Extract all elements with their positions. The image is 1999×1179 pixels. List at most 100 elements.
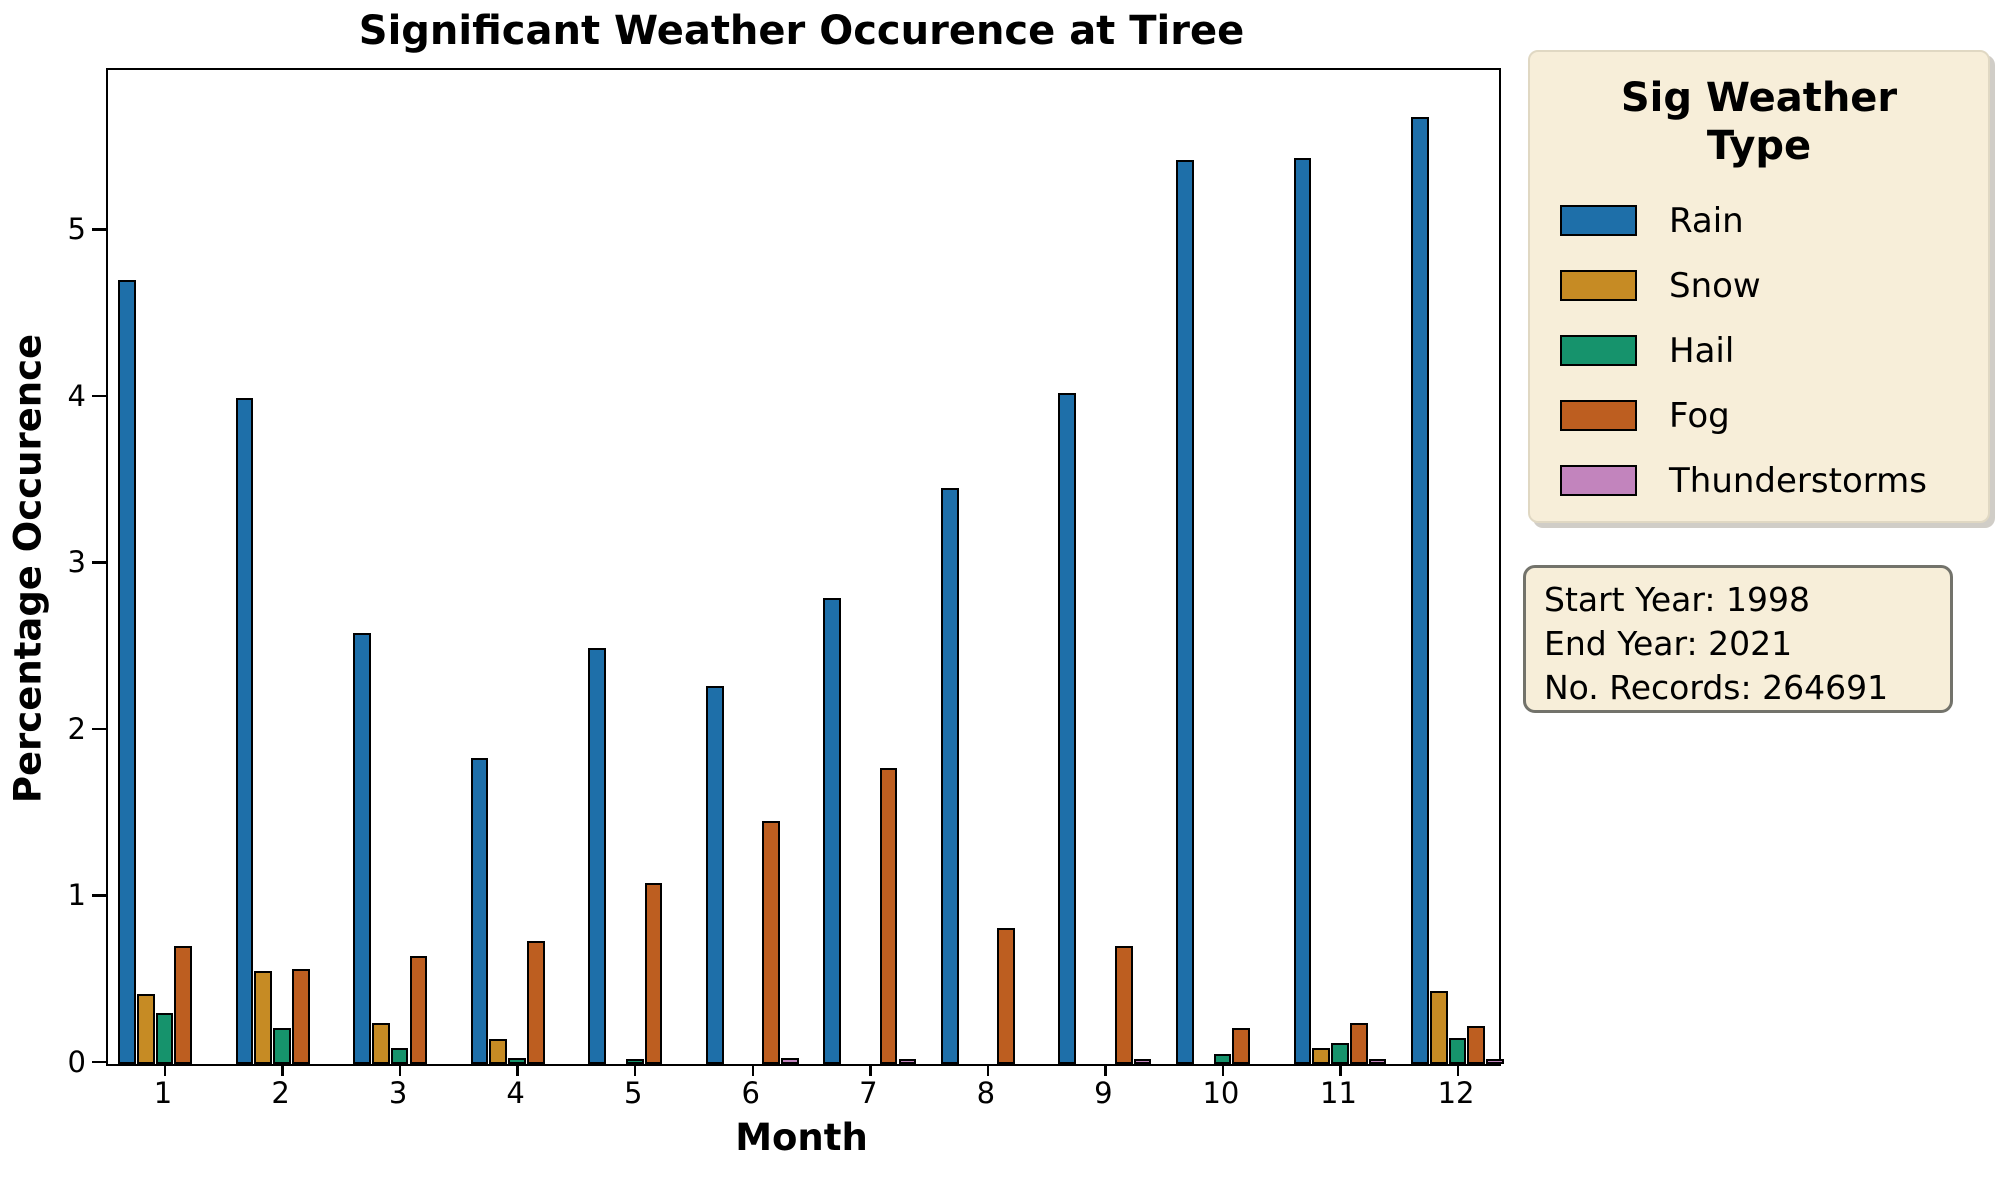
x-tick-9: [1104, 1064, 1107, 1076]
y-tick-label-0: 0: [67, 1044, 86, 1079]
y-tick-3: [92, 561, 106, 564]
x-tick-label-5: 5: [623, 1076, 643, 1110]
x-tick-label-2: 2: [271, 1076, 290, 1110]
y-tick-label-5: 5: [67, 212, 86, 246]
x-tick-2: [281, 1064, 284, 1076]
legend-label-hail: Hail: [1669, 330, 1735, 371]
legend-item-rain: Rain: [1530, 188, 1988, 253]
legend-item-thunderstorms: Thunderstorms: [1530, 448, 1988, 513]
x-tick-label-4: 4: [506, 1076, 525, 1110]
x-tick-5: [633, 1064, 637, 1076]
x-tick-label-12: 12: [1437, 1076, 1475, 1110]
bar-rain-6: [705, 686, 724, 1064]
bar-rain-3: [353, 632, 371, 1064]
legend-swatch-thunderstorms: [1560, 465, 1637, 496]
x-tick-1: [163, 1064, 167, 1076]
x-tick-8: [986, 1064, 990, 1076]
bar-fog-9: [1114, 945, 1133, 1064]
bar-hail-12: [1448, 1037, 1467, 1064]
bar-fog-5: [644, 882, 663, 1064]
x-tick-4: [516, 1064, 519, 1076]
x-tick-11: [1339, 1064, 1342, 1076]
y-tick-0: [92, 1060, 106, 1064]
bar-fog-7: [879, 767, 898, 1064]
bar-thunderstorms-12: [1486, 1058, 1505, 1064]
legend-item-fog: Fog: [1530, 383, 1988, 448]
bar-thunderstorms-7: [898, 1058, 917, 1064]
bar-hail-3: [390, 1047, 409, 1064]
chart-title: Significant Weather Occurence at Tiree: [358, 8, 1245, 54]
x-tick-label-11: 11: [1320, 1076, 1357, 1110]
bar-rain-7: [823, 597, 842, 1064]
x-tick-label-10: 10: [1202, 1076, 1240, 1110]
legend-label-fog: Fog: [1669, 395, 1730, 436]
legend-label-thunderstorms: Thunderstorms: [1669, 460, 1927, 501]
legend-swatch-fog: [1560, 400, 1637, 431]
x-axis-label: Month: [735, 1116, 868, 1159]
y-tick-2: [92, 727, 106, 731]
y-tick-label-3: 3: [67, 545, 86, 579]
x-tick-7: [869, 1064, 872, 1076]
bar-fog-1: [174, 945, 193, 1064]
bar-hail-4: [508, 1057, 527, 1064]
bar-hail-2: [273, 1027, 291, 1064]
bar-fog-3: [409, 955, 428, 1064]
x-tick-10: [1221, 1064, 1225, 1076]
bar-rain-5: [588, 647, 606, 1064]
y-tick-5: [92, 228, 106, 231]
legend-swatch-rain: [1560, 205, 1637, 236]
bar-snow-4: [489, 1039, 508, 1064]
info-num-records: No. Records: 264691: [1544, 668, 1889, 707]
bar-rain-10: [1175, 160, 1194, 1064]
bar-snow-2: [254, 970, 273, 1064]
legend-items: Rain Snow Hail Fog Thunderstorms: [1530, 188, 1988, 513]
bar-rain-12: [1411, 116, 1429, 1064]
x-tick-label-7: 7: [859, 1076, 878, 1110]
bar-rain-4: [470, 757, 489, 1064]
y-tick-label-4: 4: [67, 378, 86, 413]
bar-fog-4: [527, 940, 545, 1064]
x-tick-label-6: 6: [741, 1076, 760, 1110]
y-tick-4: [92, 394, 106, 398]
x-tick-6: [751, 1064, 754, 1076]
x-tick-label-1: 1: [153, 1076, 173, 1110]
bar-hail-1: [155, 1012, 174, 1064]
info-box: Start Year: 1998 End Year: 2021 No. Reco…: [1523, 565, 1953, 713]
x-tick-label-3: 3: [388, 1076, 408, 1110]
y-tick-1: [92, 894, 106, 897]
info-end-year: End Year: 2021: [1544, 624, 1793, 663]
bar-thunderstorms-9: [1133, 1058, 1152, 1064]
bar-fog-6: [762, 821, 780, 1064]
x-tick-label-8: 8: [976, 1076, 996, 1110]
bar-hail-5: [625, 1058, 644, 1064]
x-tick-label-9: 9: [1094, 1076, 1113, 1110]
legend-item-hail: Hail: [1530, 318, 1988, 383]
bar-fog-12: [1467, 1025, 1486, 1064]
legend-item-snow: Snow: [1530, 253, 1988, 318]
bar-rain-11: [1293, 158, 1312, 1064]
bar-fog-2: [291, 969, 310, 1064]
legend-label-rain: Rain: [1669, 200, 1744, 241]
bar-rain-2: [235, 398, 254, 1064]
y-tick-label-2: 2: [67, 711, 86, 746]
legend-label-snow: Snow: [1669, 265, 1761, 306]
bar-snow-12: [1429, 990, 1448, 1064]
bar-snow-1: [136, 994, 155, 1064]
bar-rain-8: [940, 488, 959, 1064]
x-tick-12: [1456, 1064, 1460, 1076]
bar-fog-10: [1232, 1027, 1251, 1064]
bar-hail-11: [1331, 1042, 1349, 1064]
bar-rain-9: [1058, 393, 1077, 1064]
legend-swatch-snow: [1560, 270, 1637, 301]
x-tick-3: [398, 1064, 402, 1076]
legend-title: Sig Weather Type: [1620, 75, 1898, 169]
bar-rain-1: [118, 279, 136, 1064]
bar-fog-11: [1349, 1022, 1368, 1064]
legend-swatch-hail: [1560, 335, 1637, 366]
legend: Sig Weather Type Rain Snow Hail Fog Thunders…: [1528, 50, 1990, 523]
y-tick-label-1: 1: [67, 878, 86, 912]
bar-thunderstorms-6: [780, 1057, 799, 1064]
bar-thunderstorms-11: [1368, 1058, 1387, 1064]
bar-snow-3: [371, 1022, 390, 1064]
